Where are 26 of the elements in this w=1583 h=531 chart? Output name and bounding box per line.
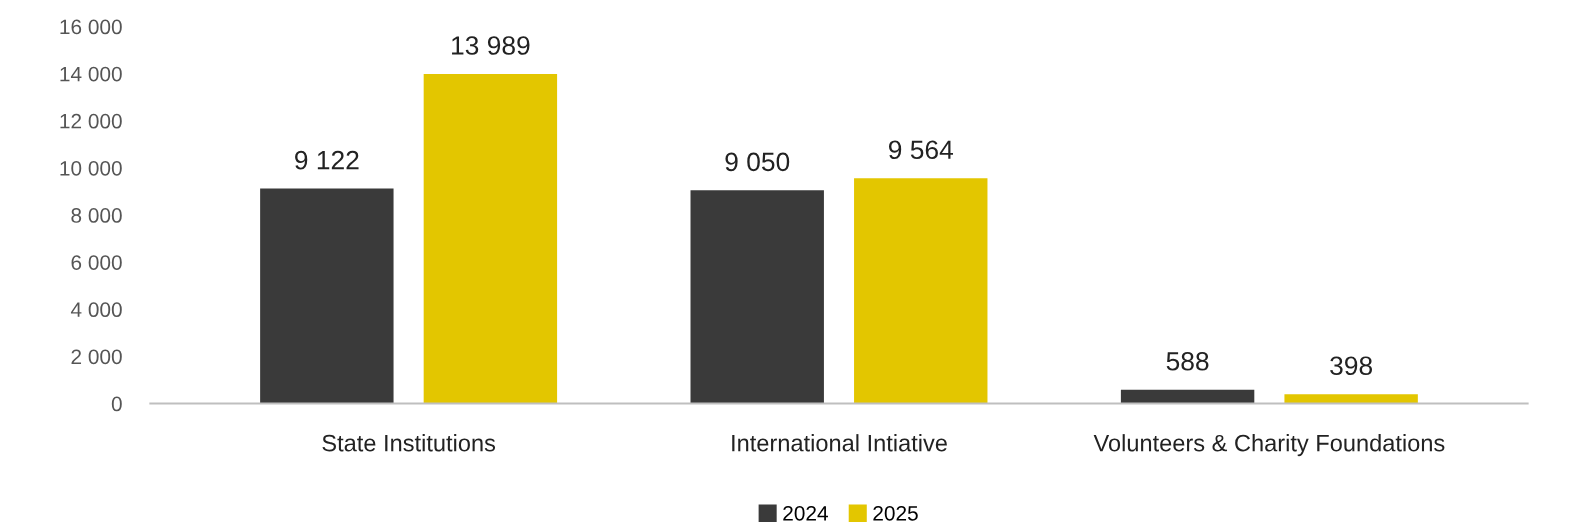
data-label: 13 989 bbox=[452, 36, 530, 55]
x-tick-label: International Intiative bbox=[732, 434, 947, 452]
legend-label: 2024 bbox=[783, 505, 828, 521]
bar bbox=[1284, 394, 1418, 404]
y-tick-label: 2 000 bbox=[71, 349, 122, 365]
y-tick-label: 6 000 bbox=[71, 255, 122, 270]
data-label: 588 bbox=[1166, 351, 1209, 371]
bar bbox=[260, 188, 394, 404]
y-tick-label: 12 000 bbox=[60, 113, 122, 129]
legend-label: 2025 bbox=[873, 505, 918, 521]
bar bbox=[690, 190, 824, 404]
x-tick-label: Volunteers & Charity Foundations bbox=[1093, 434, 1445, 457]
bar bbox=[423, 73, 558, 404]
y-tick-label: 14 000 bbox=[60, 66, 122, 82]
data-label: 398 bbox=[1330, 356, 1373, 376]
x-tick-label: State Institutions bbox=[322, 434, 496, 452]
y-tick-label: 4 000 bbox=[70, 302, 122, 318]
data-label: 9 122 bbox=[295, 150, 359, 170]
y-tick-label: 0 bbox=[111, 396, 122, 412]
bar bbox=[1120, 389, 1255, 404]
data-label: 9 050 bbox=[725, 152, 790, 172]
data-label: 9 564 bbox=[888, 140, 954, 160]
y-tick-label: 16 000 bbox=[60, 19, 122, 35]
bar bbox=[854, 178, 988, 404]
y-tick-label: 10 000 bbox=[60, 160, 122, 176]
y-tick-label: 8 000 bbox=[71, 208, 122, 223]
